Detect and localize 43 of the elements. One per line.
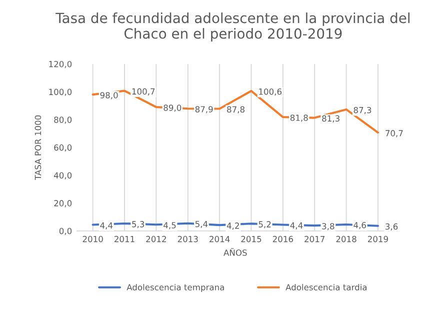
data-label: 81,8	[290, 114, 308, 122]
y-tick-label: 80,0	[54, 116, 72, 124]
x-axis-title: AÑOS	[224, 248, 247, 256]
x-tick-label: 2012	[146, 236, 166, 242]
x-tick-label: 2014	[210, 236, 230, 242]
data-label: 5,3	[132, 221, 144, 228]
data-label: 4,5	[164, 222, 176, 230]
data-label: 98,0	[100, 92, 118, 100]
y-axis-title: TASA POR 1000	[34, 115, 42, 180]
legend-label: Adolescencia tardia	[286, 284, 367, 290]
data-label: 87,8	[227, 106, 244, 114]
data-label: 4,2	[226, 222, 239, 230]
x-tick-label: 2015	[241, 236, 262, 242]
y-tick-label: 60,0	[54, 144, 72, 152]
data-label: 70,7	[386, 130, 403, 138]
legend-label: Adolescencia temprana	[126, 284, 224, 292]
data-label: 89,0	[164, 104, 182, 112]
y-tick-label: 120,0	[49, 60, 72, 68]
x-tick-label: 2016	[272, 236, 293, 242]
data-label: 100,6	[259, 88, 282, 96]
x-tick-label: 2013	[178, 236, 198, 242]
chart-title: Tasa de fecundidad adolescente en la provincia del Chaco en el periodo 2010-2019	[56, 12, 410, 42]
x-tick-label: 2018	[336, 236, 356, 242]
x-tick-label: 2017	[304, 236, 324, 242]
y-tick-label: 0,0	[59, 228, 72, 236]
x-tick-label: 2011	[114, 236, 134, 242]
y-tick-label: 20,0	[54, 200, 72, 208]
data-label: 4,6	[354, 222, 366, 230]
data-label: 3,8	[322, 223, 334, 230]
data-label: 4,4	[290, 222, 303, 230]
data-label: 87,9	[195, 106, 213, 114]
data-label: 3,6	[386, 223, 398, 231]
data-label: 87,3	[354, 106, 372, 114]
line-series	[92, 90, 380, 134]
y-tick-label: 100,0	[49, 88, 72, 96]
x-tick-label: 2019	[368, 236, 388, 242]
data-label: 100,7	[132, 88, 155, 96]
data-label: 81,3	[322, 115, 340, 122]
data-label: 5,2	[258, 221, 271, 228]
x-tick-label: 2010	[82, 236, 103, 242]
data-label: 5,4	[195, 220, 208, 228]
y-tick-label: 40,0	[54, 172, 72, 180]
data-label: 4,4	[100, 222, 113, 230]
